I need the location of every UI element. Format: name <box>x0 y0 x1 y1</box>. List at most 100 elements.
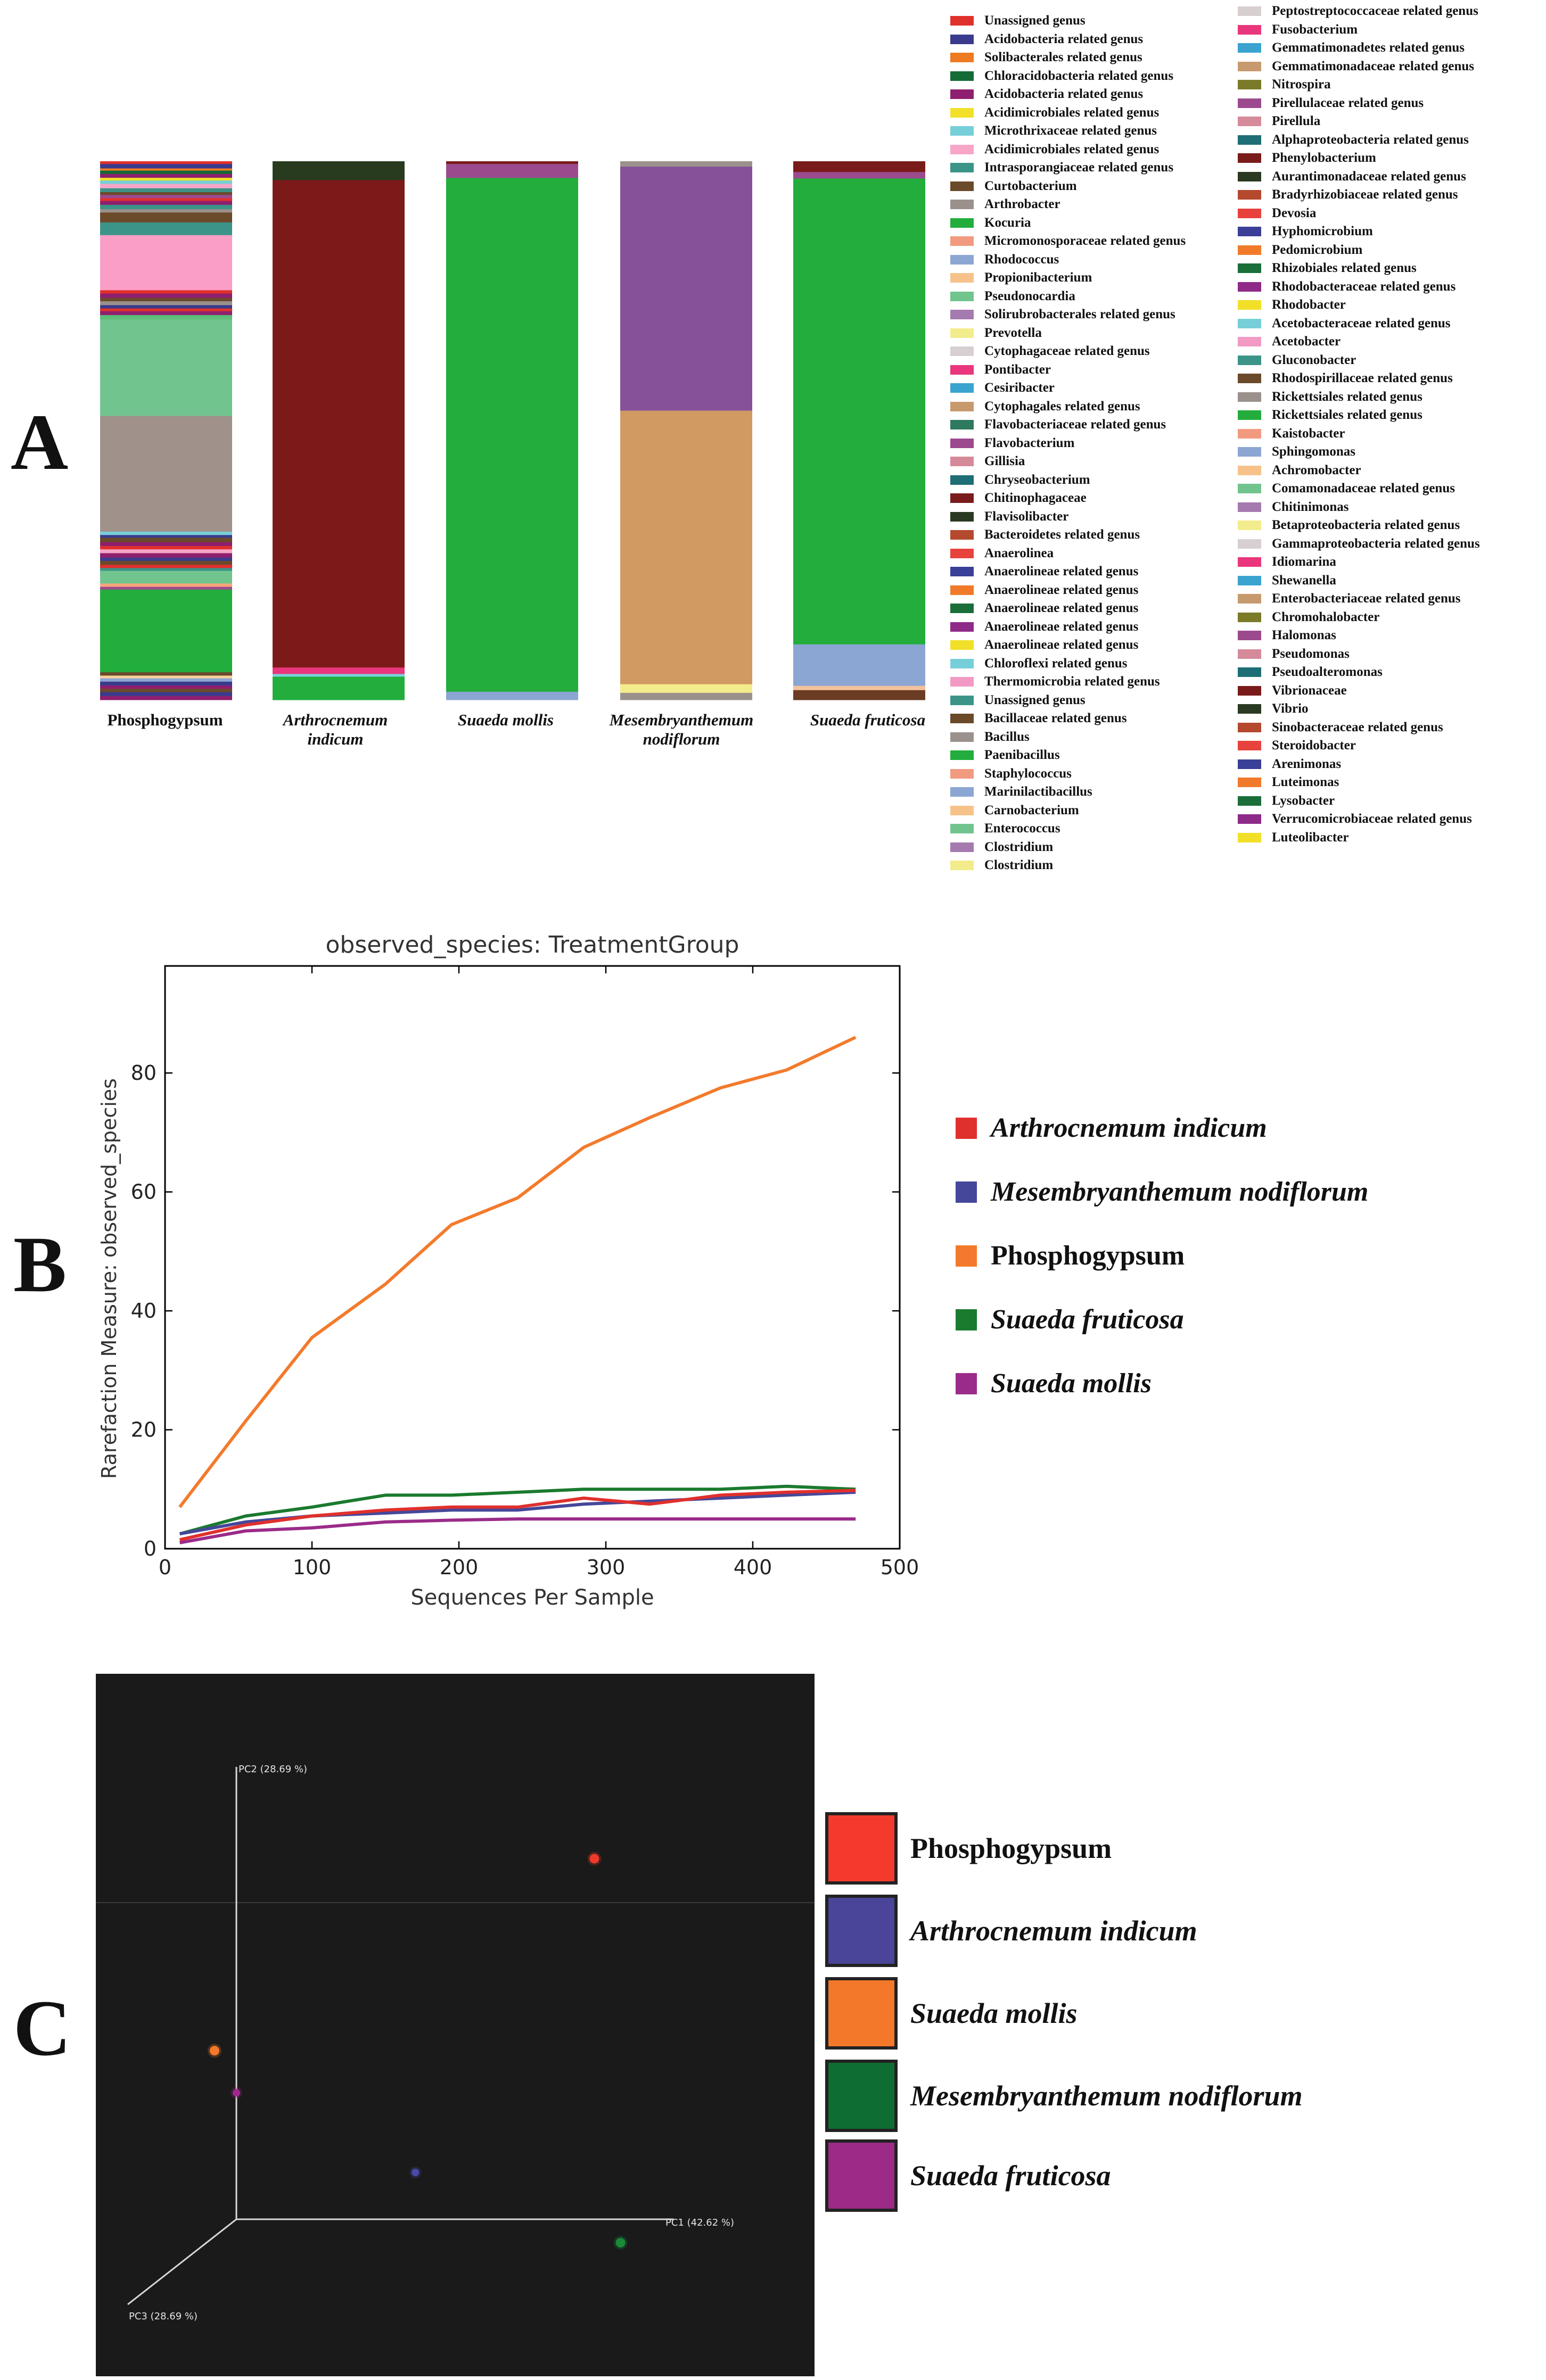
legend-item: Bacteroidetes related genus <box>950 526 1186 544</box>
legend-label: Bacillaceae related genus <box>984 711 1127 726</box>
legend-item: Acetobacteraceae related genus <box>1238 315 1480 333</box>
legend-item: Gemmatimonadetes related genus <box>1238 39 1480 57</box>
stack-segment-s0-34 <box>100 553 232 558</box>
plot-frame <box>164 965 901 1550</box>
x-tick-label: 500 <box>881 1556 919 1579</box>
legend-label: Suaeda fruticosa <box>991 1304 1184 1335</box>
legend-label: Phosphogypsum <box>910 1832 1112 1864</box>
legend-item: Bacillus <box>950 728 1186 747</box>
legend-swatch <box>950 768 974 779</box>
legend-item: Enterococcus <box>950 820 1186 838</box>
stack-segment-s0-13 <box>100 204 232 210</box>
legend-swatch <box>1238 282 1261 292</box>
x-tick-label: 100 <box>293 1556 332 1579</box>
legend-swatch <box>950 236 974 246</box>
legend-label: Gemmatimonadetes related genus <box>1272 40 1465 55</box>
legend-item: Pseudoalteromonas <box>1238 663 1480 682</box>
legend-item: Clostridium <box>950 856 1186 875</box>
legend-swatch <box>956 1373 977 1394</box>
legend-item: Rickettsiales related genus <box>1238 406 1480 425</box>
legend-swatch <box>1238 539 1261 549</box>
stack-segment-s0-40 <box>100 583 232 588</box>
stack-segment-s4-1 <box>793 172 925 179</box>
legend-label: Enterococcus <box>984 821 1060 836</box>
legend-item: Sinobacteraceae related genus <box>1238 718 1480 737</box>
legend-label: Rickettsiales related genus <box>1272 408 1422 423</box>
legend-swatch <box>950 34 974 44</box>
legend-label: Rhodobacter <box>1272 298 1346 312</box>
legend-item: Cytophagaceae related genus <box>950 342 1186 361</box>
legend-item: Aurantimonadaceae related genus <box>1238 168 1480 186</box>
legend-item: Prevotella <box>950 324 1186 343</box>
panel-letter-b: B <box>13 1220 67 1309</box>
legend-swatch <box>950 511 974 522</box>
legend-swatch <box>1238 392 1261 402</box>
sample-label-suaeda-fruticosa: Suaeda fruticosa <box>810 710 926 729</box>
legend-item: Acetobacter <box>1238 333 1480 351</box>
legend-label: Achromobacter <box>1272 462 1361 477</box>
legend-item: Propionibacterium <box>950 269 1186 287</box>
legend-label: Anaerolineae related genus <box>984 601 1139 616</box>
legend-label: Alphaproteobacteria related genus <box>1272 132 1469 147</box>
legend-label: Shewanella <box>1272 573 1336 588</box>
legend-swatch <box>1238 722 1261 732</box>
legend-label: Anaerolineae related genus <box>984 564 1139 579</box>
legend-swatch <box>1238 374 1261 384</box>
legend-swatch <box>950 493 974 503</box>
legend-swatch <box>1238 631 1261 641</box>
legend-item: Peptostreptococcaceae related genus <box>1238 2 1480 21</box>
legend-item: Vibrionaceae <box>1238 682 1480 700</box>
legend-label: Acidimicrobiales related genus <box>984 105 1160 120</box>
legend-swatch <box>1238 24 1261 35</box>
legend-swatch <box>950 89 974 100</box>
legend-swatch <box>950 842 974 852</box>
legend-item: Pirellula <box>1238 112 1480 131</box>
series-line-4 <box>179 1517 856 1544</box>
legend-label: Betaproteobacteria related genus <box>1272 518 1460 533</box>
legend-item: Anaerolineae related genus <box>950 563 1186 581</box>
legend-item: Fusobacterium <box>1238 21 1480 39</box>
stack-segment-s0-20 <box>100 298 232 302</box>
legend-item: Microthrixaceae related genus <box>950 122 1186 141</box>
legend-label: Gemmatimonadaceae related genus <box>1272 59 1475 73</box>
legend-label: Rhodococcus <box>984 252 1059 267</box>
legend-label: Intrasporangiaceae related genus <box>984 160 1174 175</box>
legend-label: Cytophagaceae related genus <box>984 344 1150 359</box>
legend-swatch <box>1238 484 1261 494</box>
legend-label: Gillisia <box>984 454 1025 469</box>
legend-item: Paenibacillus <box>950 746 1186 765</box>
legend-swatch <box>1238 520 1261 531</box>
stack-segment-s0-48 <box>100 689 232 692</box>
legend-item: Anaerolineae related genus <box>950 581 1186 600</box>
legend-label: Prevotella <box>984 325 1042 340</box>
stack-segment-s2-1 <box>446 164 578 178</box>
legend-swatch <box>1238 61 1261 71</box>
legend-label: Idiomarina <box>1272 555 1336 569</box>
x-tick-label: 0 <box>159 1556 171 1579</box>
x-tick-label: 400 <box>734 1556 772 1579</box>
stack-segment-s0-11 <box>100 198 232 202</box>
legend-swatch <box>950 750 974 761</box>
legend-label: Pedomicrobium <box>1272 242 1363 257</box>
stack-segment-s0-35 <box>100 557 232 561</box>
stack-segment-s1-2 <box>273 667 405 674</box>
legend-swatch <box>1238 796 1261 806</box>
legend-label: Marinilactibacillus <box>984 784 1092 799</box>
legend-item: Luteimonas <box>1238 773 1480 792</box>
legend-item: Pirellulaceae related genus <box>1238 94 1480 113</box>
legend-label: Steroidobacter <box>1272 738 1356 753</box>
legend-item: Devosia <box>1238 204 1480 223</box>
legend-swatch <box>950 383 974 393</box>
legend-item: Chitinimonas <box>1238 498 1480 517</box>
legend-swatch <box>950 310 974 320</box>
legend-swatch <box>950 714 974 724</box>
legend-item: Unassigned genus <box>950 691 1186 710</box>
pcoa-legend-suaeda-mollis: Suaeda mollis <box>825 1977 1078 2050</box>
legend-label: Lysobacter <box>1272 793 1335 808</box>
legend-swatch <box>950 861 974 871</box>
legend-swatch <box>1238 245 1261 255</box>
legend-swatch <box>1238 704 1261 714</box>
y-tick-label: 60 <box>131 1180 157 1204</box>
legend-swatch <box>1238 667 1261 677</box>
legend-item: Solirubrobacterales related genus <box>950 305 1186 324</box>
